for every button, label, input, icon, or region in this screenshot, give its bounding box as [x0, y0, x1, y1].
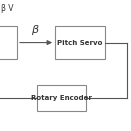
Text: Pitch Servo: Pitch Servo [57, 40, 103, 46]
Bar [55, 26, 105, 59]
Text: β V: β V [1, 4, 14, 13]
Bar [0, 26, 17, 59]
Text: $\beta$: $\beta$ [31, 23, 40, 37]
Text: Rotary Encoder: Rotary Encoder [31, 95, 92, 101]
Bar [37, 85, 86, 111]
